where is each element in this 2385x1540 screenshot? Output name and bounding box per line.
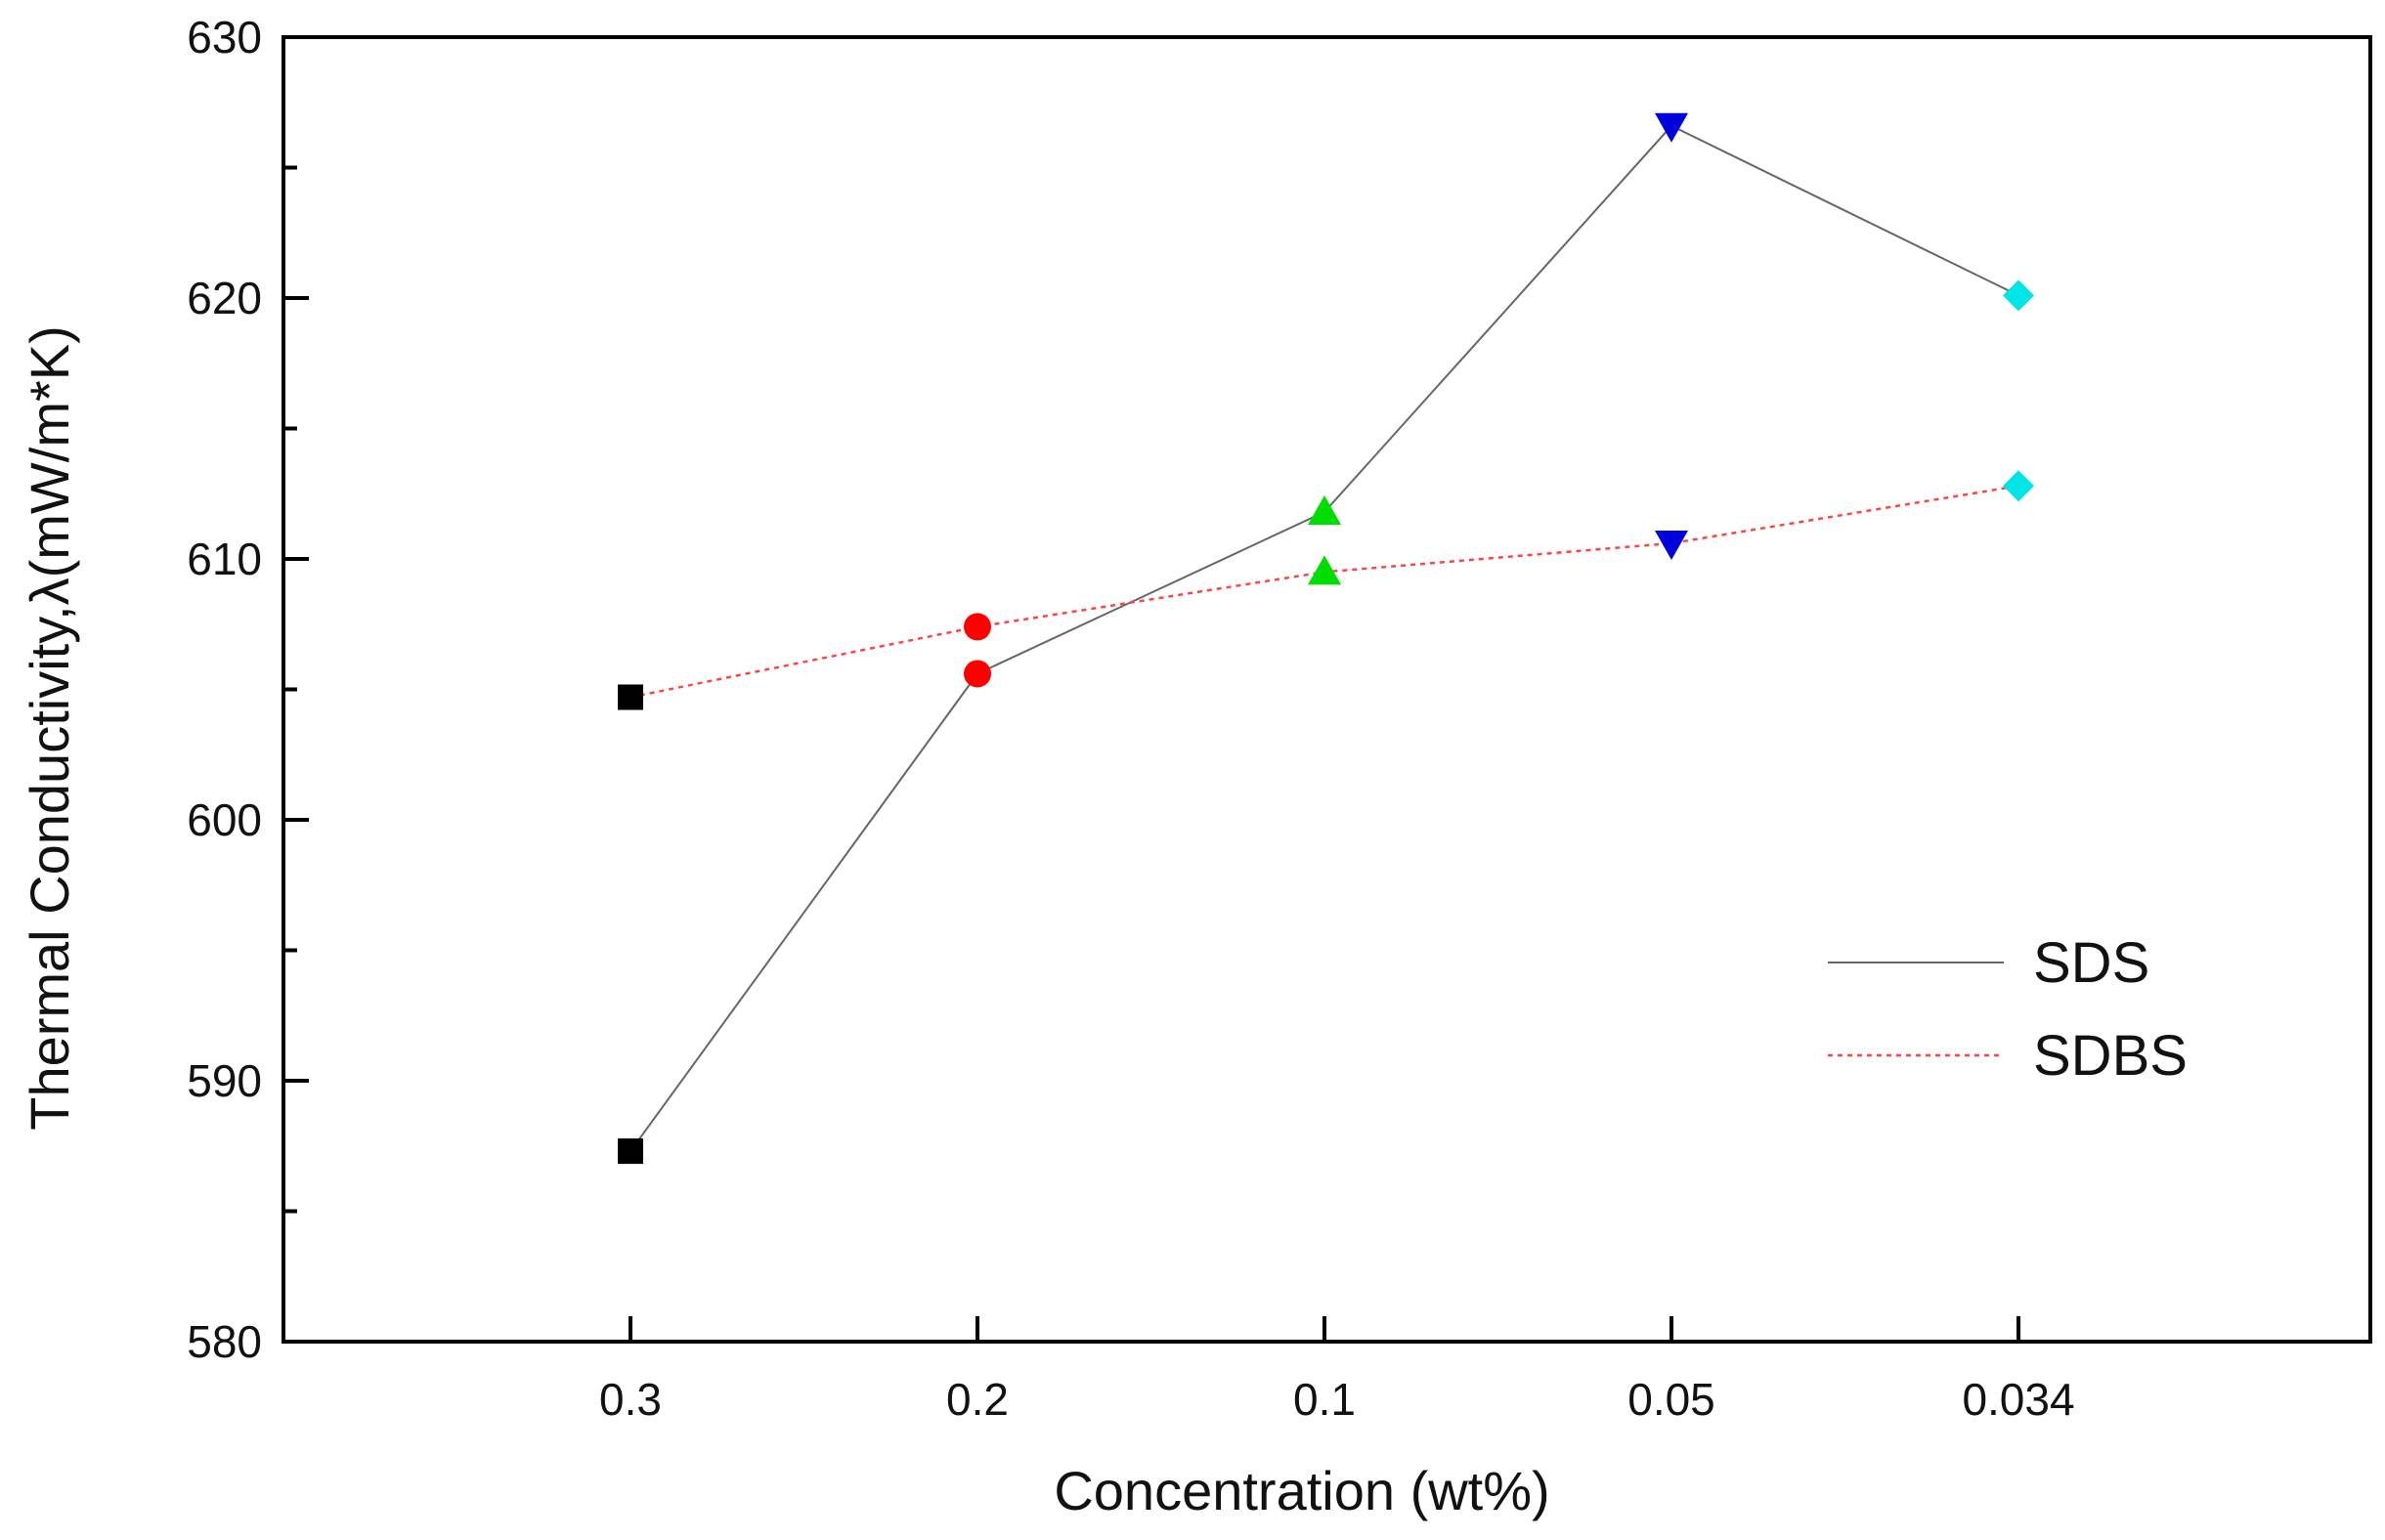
data-point-sdbs-0.034 bbox=[2003, 470, 2034, 502]
data-point-sds-0.2 bbox=[964, 660, 991, 688]
data-point-sdbs-0.2 bbox=[964, 613, 991, 641]
x-tick-label: 0.3 bbox=[599, 1374, 662, 1425]
legend: SDS SDBS bbox=[1828, 931, 2188, 1088]
data-point-sdbs-0.05 bbox=[1655, 530, 1688, 560]
data-point-sds-0.1 bbox=[1308, 494, 1341, 525]
y-tick-label: 610 bbox=[187, 534, 262, 584]
x-tick-label: 0.05 bbox=[1627, 1374, 1715, 1425]
data-point-sds-0.034 bbox=[2003, 279, 2034, 312]
y-axis-ticks: 580 590 600 610 620 630 bbox=[187, 12, 309, 1367]
x-axis-title: Concentration (wt%) bbox=[1054, 1460, 1549, 1521]
y-tick-label: 580 bbox=[187, 1316, 262, 1367]
data-point-sds-0.3 bbox=[618, 1138, 643, 1165]
x-tick-label: 0.2 bbox=[946, 1374, 1009, 1425]
data-point-sdbs-0.1 bbox=[1308, 555, 1341, 585]
data-markers bbox=[618, 112, 2034, 1165]
legend-label-sdbs: SDBS bbox=[2033, 1024, 2188, 1088]
legend-label-sds: SDS bbox=[2033, 931, 2149, 995]
y-tick-label: 620 bbox=[187, 273, 262, 323]
y-tick-label: 590 bbox=[187, 1055, 262, 1106]
data-point-sds-0.05 bbox=[1655, 112, 1688, 143]
y-axis-title: Thermal Conductivity,λ(mW/m*K) bbox=[19, 325, 80, 1131]
y-tick-label: 600 bbox=[187, 794, 262, 845]
data-point-sdbs-0.3 bbox=[618, 684, 643, 710]
y-tick-label: 630 bbox=[187, 12, 262, 63]
x-tick-label: 0.1 bbox=[1293, 1374, 1356, 1425]
x-axis-ticks: 0.3 0.2 0.1 0.05 0.034 bbox=[599, 1316, 2075, 1425]
x-tick-label: 0.034 bbox=[1962, 1374, 2074, 1425]
